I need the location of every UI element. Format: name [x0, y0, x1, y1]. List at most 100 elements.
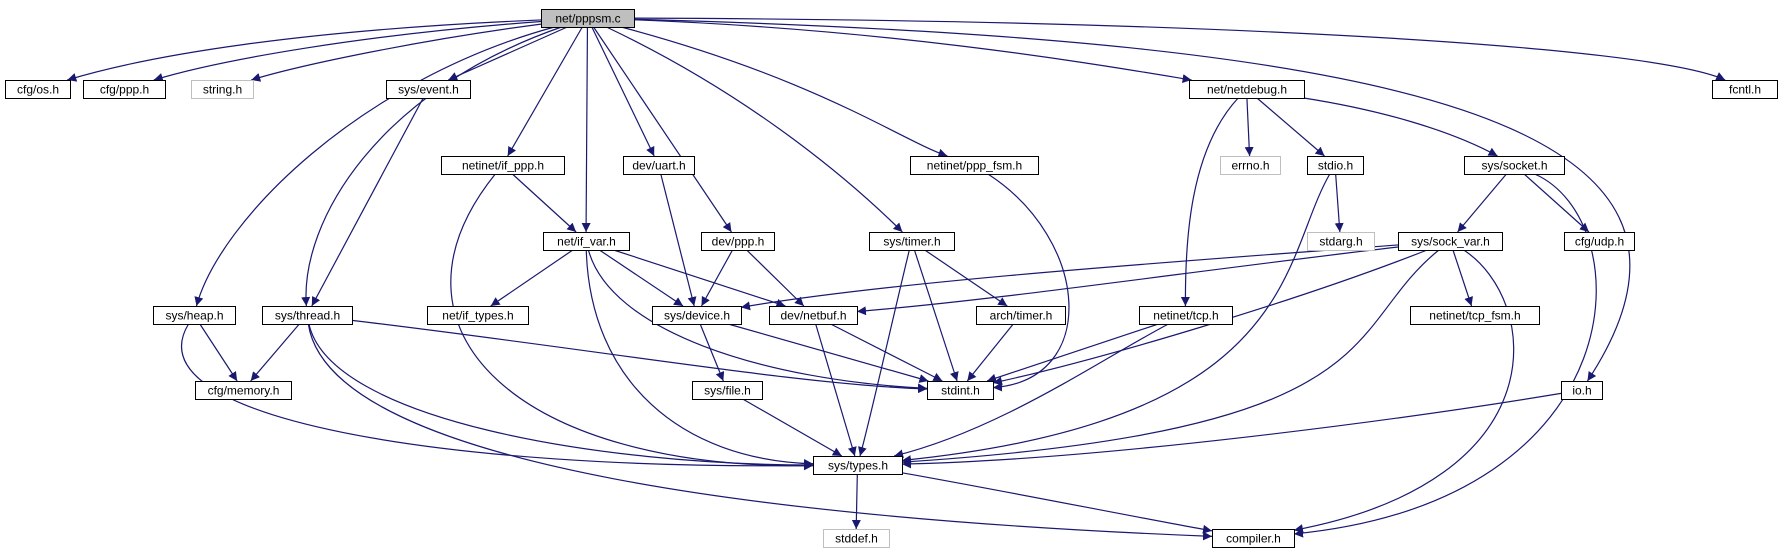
node-dev-netbuf-h[interactable]: dev/netbuf.h [769, 306, 858, 325]
node-label: cfg/udp.h [1575, 235, 1624, 249]
node-box [976, 306, 1066, 325]
node-label: sys/event.h [398, 83, 459, 97]
edge-sys_socket_h-to-sys_sock_var_h [1457, 173, 1507, 233]
node-label: stdint.h [941, 384, 980, 398]
node-box [5, 80, 71, 99]
node-box [195, 381, 292, 400]
edge-net_pppsm_c-to-net_if_var_h [581, 26, 591, 233]
node-arch-timer-h[interactable]: arch/timer.h [976, 306, 1066, 325]
node-box [1410, 306, 1540, 325]
edge-net_pppsm_c-to-sys_timer_h [606, 26, 903, 233]
node-dev-uart-h[interactable]: dev/uart.h [623, 156, 695, 175]
edge-net_pppsm_c-to-sys_heap_h [194, 26, 555, 307]
edge-net_pppsm_c-to-fcntl_h [633, 17, 1726, 81]
edge-sys_thread_h-to-cfg_memory_h [250, 323, 300, 382]
node-box [1212, 529, 1295, 548]
node-label: net/if_types.h [442, 309, 513, 323]
node-label: sys/types.h [828, 459, 888, 473]
node-label: stdarg.h [1319, 235, 1362, 249]
node-sys-thread-h[interactable]: sys/thread.h [262, 306, 353, 325]
edge-sys_heap_h-to-sys_types_h [181, 323, 814, 471]
edge-net_pppsm_c-to-sys_event_h [447, 26, 568, 81]
node-box [927, 381, 994, 400]
node-label: netinet/tcp.h [1153, 309, 1218, 323]
node-box [83, 80, 166, 99]
node-box [543, 232, 630, 251]
node-sys-device-h[interactable]: sys/device.h [652, 306, 742, 325]
edge-net_pppsm_c-to-netinet_ppp_fsm_h [621, 26, 948, 158]
node-label: compiler.h [1226, 532, 1281, 546]
node-cfg-os-h[interactable]: cfg/os.h [5, 80, 71, 99]
edge-sys_sock_var_h-to-netinet_tcp_fsm_h [1452, 249, 1473, 307]
edge-net_pppsm_c-to-dev_uart_h [591, 26, 655, 157]
node-io-h[interactable]: io.h [1561, 381, 1603, 400]
node-label: sys/socket.h [1481, 159, 1547, 173]
node-box [1189, 80, 1305, 99]
node-netinet-tcp-h[interactable]: netinet/tcp.h [1139, 306, 1233, 325]
node-label: stddef.h [835, 532, 878, 546]
node-stddef-h: stddef.h [823, 529, 890, 548]
node-box [813, 456, 903, 475]
edge-net_pppsm_c-to-net_netdebug_h [633, 19, 1192, 83]
node-cfg-memory-h[interactable]: cfg/memory.h [195, 381, 292, 400]
edge-stdio_h-to-sys_types_h [901, 173, 1331, 465]
node-fcntl-h[interactable]: fcntl.h [1712, 80, 1778, 99]
node-stdio-h[interactable]: stdio.h [1307, 156, 1364, 175]
node-label: cfg/memory.h [208, 384, 280, 398]
node-box [1220, 156, 1281, 175]
edge-sys_device_h-to-sys_file_h [699, 323, 725, 382]
edge-dev_netbuf_h-to-sys_types_h [815, 323, 857, 457]
node-cfg-ppp-h[interactable]: cfg/ppp.h [83, 80, 166, 99]
node-box [823, 529, 890, 548]
node-sys-event-h[interactable]: sys/event.h [386, 80, 471, 99]
node-sys-types-h[interactable]: sys/types.h [813, 456, 903, 475]
node-net-if-types-h[interactable]: net/if_types.h [427, 306, 529, 325]
node-sys-sock-var-h[interactable]: sys/sock_var.h [1398, 232, 1503, 251]
node-netinet-tcp-fsm-h[interactable]: netinet/tcp_fsm.h [1410, 306, 1540, 325]
edge-sys_socket_h-to-compiler_h [1293, 173, 1597, 538]
node-label: cfg/ppp.h [100, 83, 149, 97]
edge-sys_sock_var_h-to-compiler_h [1293, 249, 1515, 533]
edge-sys_event_h-to-sys_thread_h [311, 97, 424, 307]
node-sys-heap-h[interactable]: sys/heap.h [153, 306, 236, 325]
node-box [1307, 156, 1364, 175]
node-box [869, 232, 955, 251]
node-sys-file-h[interactable]: sys/file.h [692, 381, 763, 400]
node-box [1564, 232, 1635, 251]
edge-netinet_if_ppp_h-to-net_if_var_h [511, 173, 577, 233]
node-netinet-if-ppp-h[interactable]: netinet/if_ppp.h [441, 156, 565, 175]
node-net-netdebug-h[interactable]: net/netdebug.h [1189, 80, 1305, 99]
edge-sys_socket_h-to-cfg_udp_h [1523, 173, 1590, 233]
edge-sys_device_h-to-stdint_h [727, 323, 929, 383]
edge-sys_sock_var_h-to-dev_netbuf_h [856, 246, 1399, 316]
node-label: netinet/ppp_fsm.h [927, 159, 1022, 173]
node-sys-timer-h[interactable]: sys/timer.h [869, 232, 955, 251]
node-label: netinet/if_ppp.h [462, 159, 544, 173]
node-dev-ppp-h[interactable]: dev/ppp.h [701, 232, 775, 251]
node-label: sys/sock_var.h [1411, 235, 1490, 249]
node-box [1712, 80, 1778, 99]
edge-dev_ppp_h-to-dev_netbuf_h [746, 249, 805, 307]
node-sys-socket-h[interactable]: sys/socket.h [1464, 156, 1565, 175]
edge-net_netdebug_h-to-netinet_tcp_h [1180, 97, 1239, 307]
node-box [541, 9, 635, 28]
edge-sys_thread_h-to-stdint_h [351, 319, 928, 394]
node-label: dev/ppp.h [712, 235, 765, 249]
node-compiler-h[interactable]: compiler.h [1212, 529, 1295, 548]
edge-sys_timer_h-to-sys_types_h [858, 249, 910, 457]
node-net-pppsm-c[interactable]: net/pppsm.c [541, 9, 635, 28]
node-stdint-h[interactable]: stdint.h [927, 381, 994, 400]
node-label: io.h [1572, 384, 1591, 398]
edge-sys_file_h-to-sys_types_h [742, 398, 843, 457]
node-box [701, 232, 775, 251]
edge-sys_thread_h-to-compiler_h [307, 323, 1213, 541]
node-cfg-udp-h[interactable]: cfg/udp.h [1564, 232, 1635, 251]
edges-layer [67, 17, 1726, 541]
node-netinet-ppp-fsm-h[interactable]: netinet/ppp_fsm.h [910, 156, 1039, 175]
node-label: net/if_var.h [557, 235, 616, 249]
node-errno-h: errno.h [1220, 156, 1281, 175]
node-net-if-var-h[interactable]: net/if_var.h [543, 232, 630, 251]
edge-net_netdebug_h-to-sys_socket_h [1303, 97, 1498, 157]
edge-sys_timer_h-to-arch_timer_h [924, 249, 1008, 307]
